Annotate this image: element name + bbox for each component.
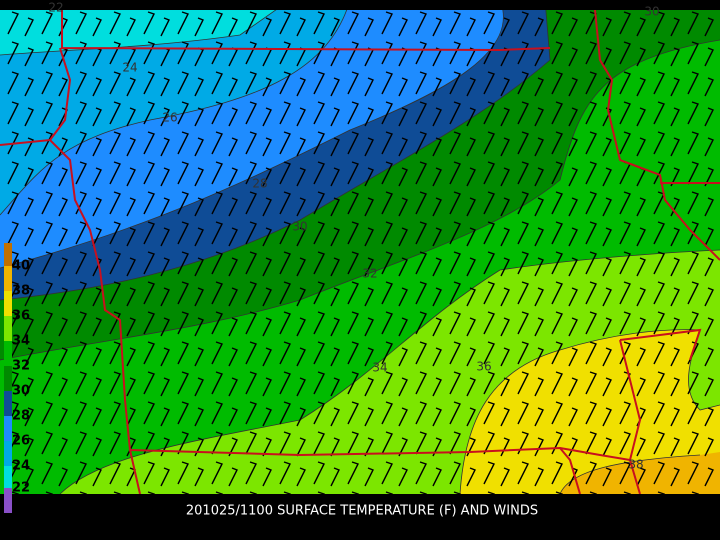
caption: 201025/1100 SURFACE TEMPERATURE (F) AND … [186, 504, 538, 519]
legend-label: 26 [12, 434, 30, 449]
legend-label: 40 [12, 259, 30, 274]
legend-label: 22 [12, 481, 30, 496]
legend-label: 34 [12, 334, 30, 349]
legend-swatch [4, 416, 12, 441]
legend-label: 30 [12, 384, 30, 399]
contour-label: 26 [162, 111, 177, 125]
contour-label: 30 [644, 5, 659, 19]
legend-swatch [4, 341, 12, 366]
legend-swatch [4, 466, 12, 488]
contour-label: 30 [292, 220, 307, 234]
legend-label: 28 [12, 409, 30, 424]
contour-label: 22 [48, 1, 63, 15]
legend-label: 36 [12, 309, 30, 324]
wind-barbs [0, 10, 720, 494]
state-borders [0, 10, 720, 494]
contour-labels: 22 24 26 28 30 32 34 36 38 30 [48, 1, 659, 472]
contour-label: 24 [122, 61, 137, 75]
temperature-field [0, 10, 720, 494]
contour-label: 32 [362, 267, 377, 281]
legend-swatch [4, 441, 12, 466]
legend-swatch [4, 366, 12, 391]
legend-swatch [4, 391, 12, 416]
contour-label: 28 [252, 177, 267, 191]
legend-swatch [4, 243, 12, 266]
legend-label: 32 [12, 359, 30, 374]
legend-swatch [4, 316, 12, 341]
legend-swatch [4, 488, 12, 513]
contour-label: 38 [628, 458, 643, 472]
legend-swatch [4, 291, 12, 316]
legend-swatch [4, 266, 12, 291]
contour-label: 34 [372, 361, 387, 375]
legend-label: 24 [12, 459, 30, 474]
color-legend: 40 38 36 34 32 30 28 26 24 22 [4, 243, 30, 513]
legend-label: 38 [12, 284, 30, 299]
contour-label: 36 [476, 360, 491, 374]
